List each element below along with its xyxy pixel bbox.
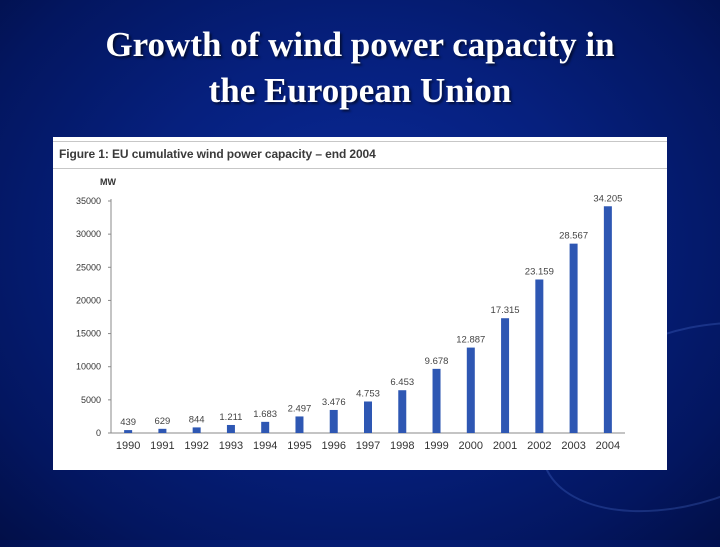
bar-2002 bbox=[535, 279, 544, 433]
y-tick-label: 20000 bbox=[76, 295, 101, 305]
x-tick-label-2004: 2004 bbox=[596, 440, 620, 452]
y-tick-label: 35000 bbox=[76, 196, 101, 206]
y-axis-unit-label: MW bbox=[100, 177, 116, 187]
y-tick-label: 10000 bbox=[76, 362, 101, 372]
x-tick-label-2003: 2003 bbox=[561, 440, 585, 452]
bar-1992 bbox=[192, 427, 201, 433]
top-rule bbox=[53, 141, 667, 142]
y-tick-label: 5000 bbox=[81, 395, 101, 405]
x-tick-label-2000: 2000 bbox=[459, 440, 483, 452]
bar-2000 bbox=[466, 347, 475, 433]
x-tick-label-1997: 1997 bbox=[356, 440, 380, 452]
data-label-1990: 439 bbox=[120, 417, 136, 428]
x-tick-label-2001: 2001 bbox=[493, 440, 517, 452]
x-tick-label-1996: 1996 bbox=[321, 440, 345, 452]
bar-2001 bbox=[501, 318, 510, 433]
data-label-1992: 844 bbox=[189, 414, 205, 425]
y-tick-label: 25000 bbox=[76, 262, 101, 272]
data-label-1993: 1.211 bbox=[219, 412, 242, 423]
x-tick-label-1991: 1991 bbox=[150, 440, 174, 452]
y-tick-label: 30000 bbox=[76, 229, 101, 239]
slide-title-line-1: Growth of wind power capacity in bbox=[105, 25, 615, 64]
bar-1997 bbox=[364, 401, 372, 433]
caption-rule bbox=[53, 168, 667, 169]
data-label-2004: 34.205 bbox=[593, 193, 622, 204]
bar-1994 bbox=[261, 421, 270, 433]
x-tick-label-1990: 1990 bbox=[116, 440, 140, 452]
bar-1993 bbox=[226, 424, 235, 433]
data-label-2002: 23.159 bbox=[525, 266, 554, 277]
bar-1991 bbox=[158, 428, 167, 433]
data-label-2003: 28.567 bbox=[559, 231, 588, 242]
data-label-1995: 2.497 bbox=[288, 403, 312, 414]
data-label-1996: 3.476 bbox=[322, 397, 346, 408]
x-tick-label-1993: 1993 bbox=[219, 440, 243, 452]
y-tick-label: 0 bbox=[96, 428, 101, 438]
x-tick-label-1995: 1995 bbox=[287, 440, 311, 452]
bar-1998 bbox=[398, 390, 407, 433]
x-tick-label-2002: 2002 bbox=[527, 440, 551, 452]
x-tick-label-1992: 1992 bbox=[184, 440, 208, 452]
slide-title-line-2: the European Union bbox=[208, 71, 512, 110]
bar-2003 bbox=[569, 243, 578, 433]
bar-1996 bbox=[329, 409, 338, 433]
slide-title: Growth of wind power capacity in the Eur… bbox=[0, 22, 720, 114]
data-label-2001: 17.315 bbox=[491, 305, 520, 316]
data-label-1997: 4.753 bbox=[356, 388, 380, 399]
bar-chart: MW 0 5000 10000 15000 20000 25000 30000 35000 439… bbox=[76, 177, 625, 452]
x-tick-label-1994: 1994 bbox=[253, 440, 277, 452]
data-label-2000: 12.887 bbox=[456, 335, 485, 346]
bar-1999 bbox=[432, 368, 441, 433]
data-label-1999: 9.678 bbox=[425, 356, 449, 367]
bar-1995 bbox=[295, 416, 304, 433]
bar-1990 bbox=[124, 430, 133, 433]
figure-caption: Figure 1: EU cumulative wind power capac… bbox=[59, 147, 376, 161]
data-label-1998: 6.453 bbox=[390, 377, 414, 388]
bar-2004 bbox=[603, 206, 612, 433]
x-tick-label-1998: 1998 bbox=[390, 440, 414, 452]
x-tick-label-1999: 1999 bbox=[424, 440, 448, 452]
figure-panel: Figure 1: EU cumulative wind power capac… bbox=[53, 137, 667, 470]
y-tick-label: 15000 bbox=[76, 329, 101, 339]
data-label-1994: 1.683 bbox=[253, 409, 277, 420]
data-label-1991: 629 bbox=[154, 416, 170, 427]
